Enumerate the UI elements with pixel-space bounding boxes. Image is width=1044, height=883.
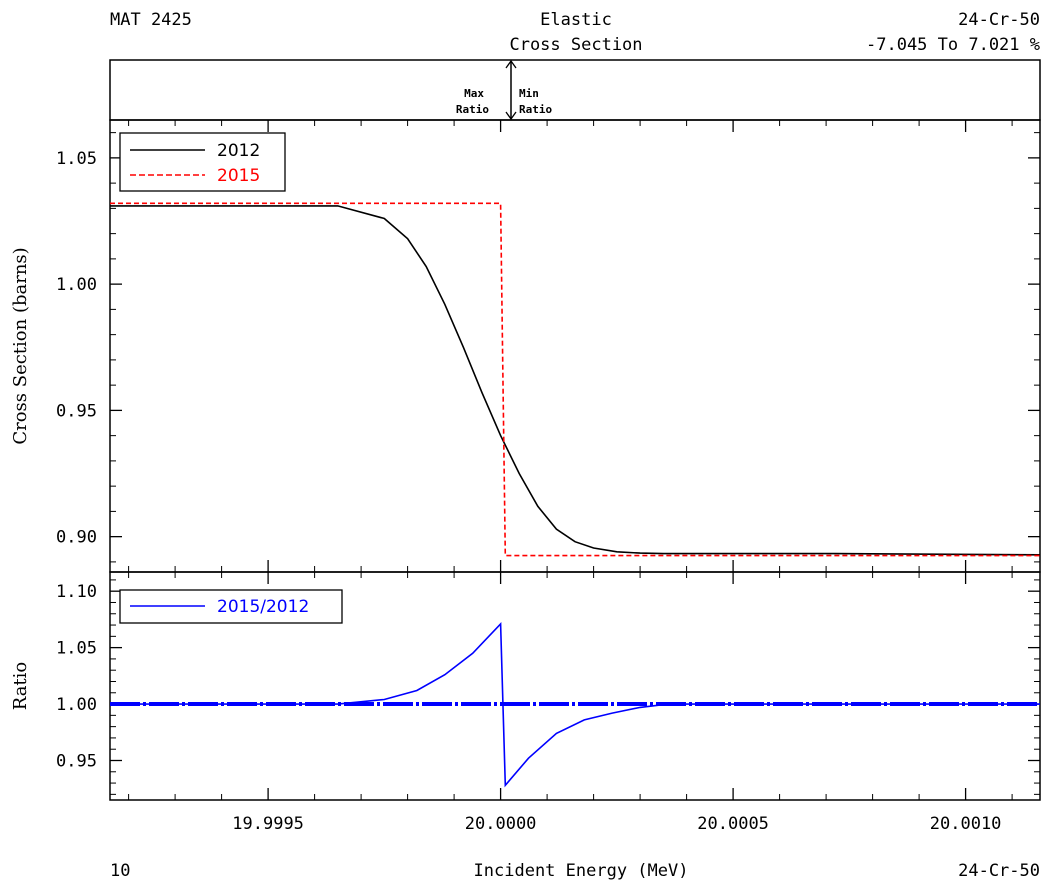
x-tick-label: 20.0005 [697, 814, 769, 834]
top-legend-box [119, 132, 286, 192]
min-ratio-label-1: Min [519, 87, 539, 100]
bottom-panel-series [110, 621, 1040, 788]
arrow-head-up-icon [505, 59, 517, 69]
series-line-2015 [110, 202, 1040, 557]
legend-label-ratio: 2015/2012 [217, 597, 309, 617]
min-ratio-label-2: Ratio [519, 103, 552, 116]
top-ytick-label: 1.05 [56, 149, 97, 169]
x-tick-label: 19.9995 [232, 814, 304, 834]
max-ratio-label-2: Ratio [456, 103, 489, 116]
top-panel-series [110, 202, 1041, 557]
material-label: 24-Cr-50 [958, 10, 1040, 30]
ratio-range: -7.045 To 7.021 % [866, 35, 1040, 55]
top-ytick-label: 0.90 [56, 528, 97, 548]
ratio-panel-frame [109, 571, 1041, 801]
x-axis-label: Incident Energy (MeV) [474, 861, 689, 881]
bottom-ytick-label: 1.05 [56, 639, 97, 659]
max-ratio-label-1: Max [464, 87, 484, 100]
arrow-head-down-icon [505, 111, 517, 121]
legend-label-2012: 2012 [217, 141, 260, 161]
mat-number: MAT 2425 [110, 10, 192, 30]
footer-material-label: 24-Cr-50 [958, 861, 1040, 881]
x-tick-label: 20.0000 [465, 814, 537, 834]
bottom-ytick-label: 0.95 [56, 751, 97, 771]
top-ytick-label: 0.95 [56, 401, 97, 421]
plot-title-line2: Cross Section [509, 35, 642, 55]
x-tick-label: 20.0010 [930, 814, 1002, 834]
y-axis-label-cross-section: Cross Section (barns) [10, 247, 31, 444]
top-legend: 2012 2015 [119, 132, 286, 192]
bottom-ytick-label: 1.00 [56, 695, 97, 715]
bottom-ytick-label: 1.10 [56, 582, 97, 602]
series-line-ratio [110, 621, 1040, 788]
plot-title-line1: Elastic [540, 10, 612, 30]
top-ytick-label: 1.00 [56, 275, 97, 295]
y-axis-label-ratio: Ratio [10, 662, 31, 711]
bottom-panel-ticks: 0.95 1.00 1.05 1.10 19.9995 20.0000 20.0005 20.… [56, 572, 1040, 834]
ratio-indicator-box [109, 59, 1041, 121]
footer-left-label: 10 [110, 861, 130, 881]
top-panel-ticks: 0.90 0.95 1.00 1.05 [56, 120, 1040, 572]
legend-label-2015: 2015 [217, 166, 260, 186]
series-line-2012 [110, 205, 1041, 556]
bottom-legend: 2015/2012 [119, 589, 343, 624]
